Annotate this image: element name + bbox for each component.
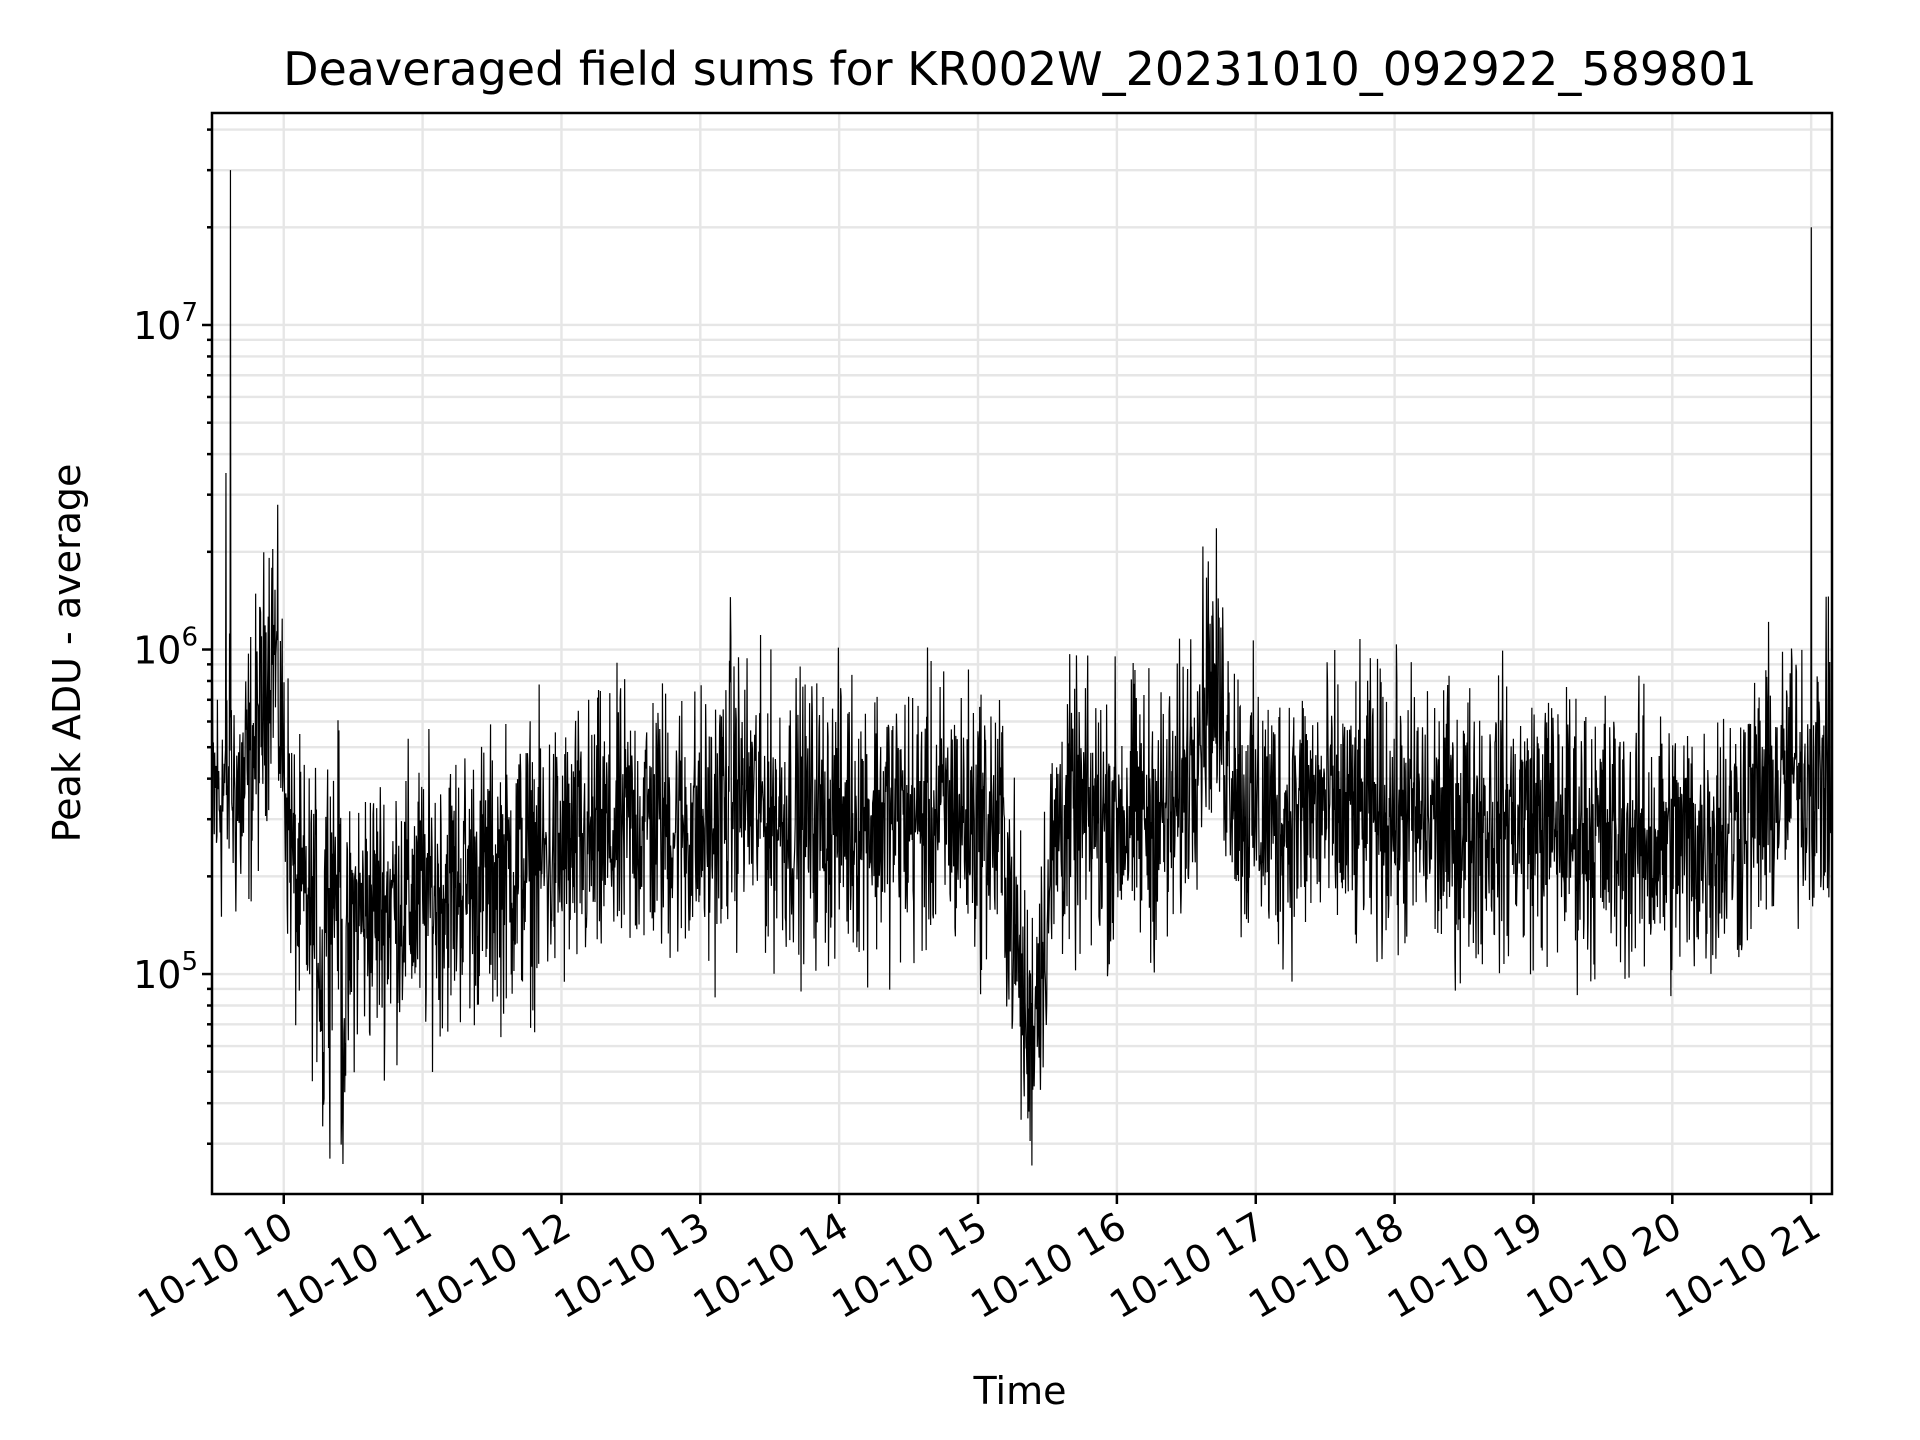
series-line <box>212 170 1832 1166</box>
y-axis-label: Peak ADU - average <box>45 464 89 843</box>
y-tick-label: 107 <box>133 298 198 348</box>
plot-frame <box>210 111 1834 1196</box>
y-tick-label: 105 <box>133 947 198 997</box>
y-tick-label: 106 <box>133 623 198 673</box>
x-axis-label: Time <box>973 1369 1067 1413</box>
chart-title: Deaveraged field sums for KR002W_2023101… <box>283 42 1757 96</box>
